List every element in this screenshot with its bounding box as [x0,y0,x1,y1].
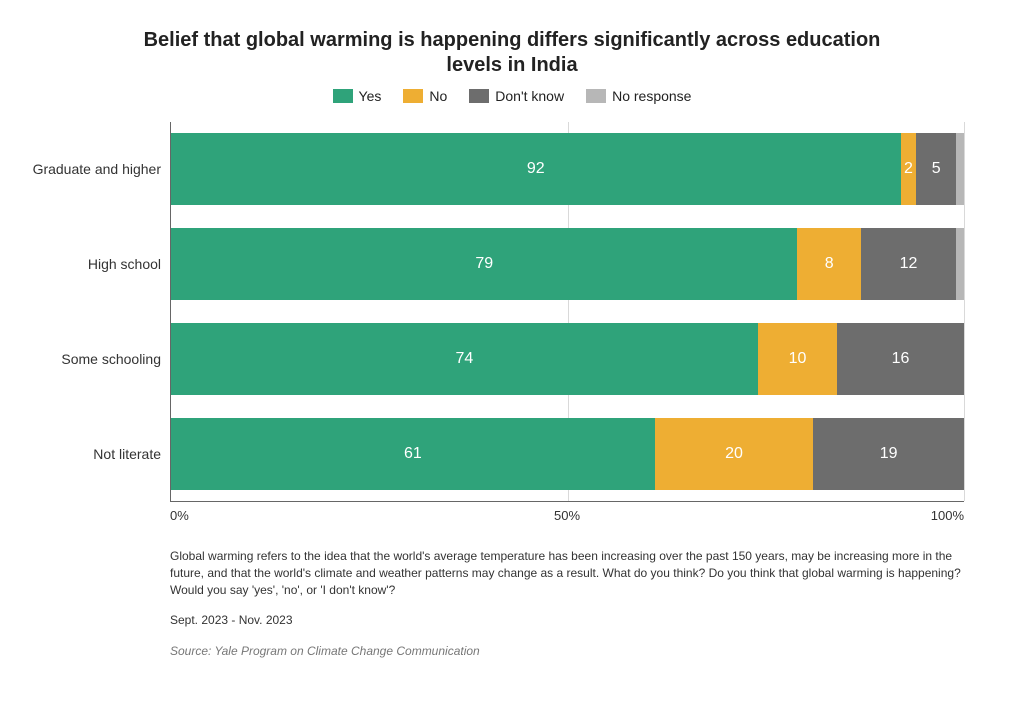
x-axis: 0% 50% 100% [170,502,964,530]
legend-swatch [333,89,353,103]
bar-value-label: 19 [880,445,898,463]
x-tick-label: 50% [554,508,580,523]
bar-value-label: 61 [404,445,422,463]
legend-label: Don't know [495,88,564,104]
bar-segment: 5 [916,133,956,205]
bar-row: 74 10 16 [171,323,964,395]
bar-segment: 12 [861,228,956,300]
legend-item: No [403,88,447,104]
category-label: Not literate [11,446,161,462]
legend-swatch [403,89,423,103]
bar-segment: 10 [758,323,837,395]
bar-segment: 79 [171,228,797,300]
x-tick-label: 0% [170,508,189,523]
legend-label: Yes [359,88,382,104]
source-label: Source: [170,644,211,658]
x-tick-label: 100% [931,508,964,523]
footnotes: Global warming refers to the idea that t… [170,548,964,660]
bar-segment: 16 [837,323,964,395]
chart-title: Belief that global warming is happening … [122,28,902,78]
bar-value-label: 74 [456,350,474,368]
bar-value-label: 79 [475,255,493,273]
bar-segment: 74 [171,323,758,395]
bar-segment: 2 [901,133,917,205]
legend-item: No response [586,88,691,104]
bar-segment: 19 [813,418,964,490]
category-label: Graduate and higher [11,161,161,177]
bar-value-label: 2 [904,160,913,178]
bar-row: 92 2 5 [171,133,964,205]
date-range: Sept. 2023 - Nov. 2023 [170,612,964,629]
plot: 922579812741016612019 Graduate and highe… [170,122,964,502]
bar-value-label: 16 [892,350,910,368]
bar-value-label: 5 [932,160,941,178]
bar-segment [956,133,964,205]
legend-swatch [469,89,489,103]
bar-segment: 20 [655,418,814,490]
bar-segment: 61 [171,418,655,490]
legend-item: Don't know [469,88,564,104]
bar-value-label: 20 [725,445,743,463]
legend: Yes No Don't know No response [20,88,1004,104]
gridline-100 [964,122,965,501]
bar-row: 79 8 12 [171,228,964,300]
source-text: Yale Program on Climate Change Communica… [214,644,479,658]
legend-swatch [586,89,606,103]
bar-value-label: 10 [789,350,807,368]
bar-segment: 8 [797,228,860,300]
bar-segment: 92 [171,133,901,205]
bar-value-label: 92 [527,160,545,178]
bar-row: 61 20 19 [171,418,964,490]
category-label: High school [11,256,161,272]
bar-rows: 92 2 5 79 8 12 74 10 16 61 20 19 [171,122,964,501]
legend-label: No response [612,88,691,104]
source-line: Source: Yale Program on Climate Change C… [170,643,964,660]
category-label: Some schooling [11,351,161,367]
legend-label: No [429,88,447,104]
question-text: Global warming refers to the idea that t… [170,548,964,598]
bar-value-label: 8 [825,255,834,273]
chart-plot-area: 922579812741016612019 Graduate and highe… [170,122,964,530]
chart-container: Belief that global warming is happening … [0,0,1024,709]
bar-value-label: 12 [900,255,918,273]
bar-segment [956,228,964,300]
legend-item: Yes [333,88,382,104]
